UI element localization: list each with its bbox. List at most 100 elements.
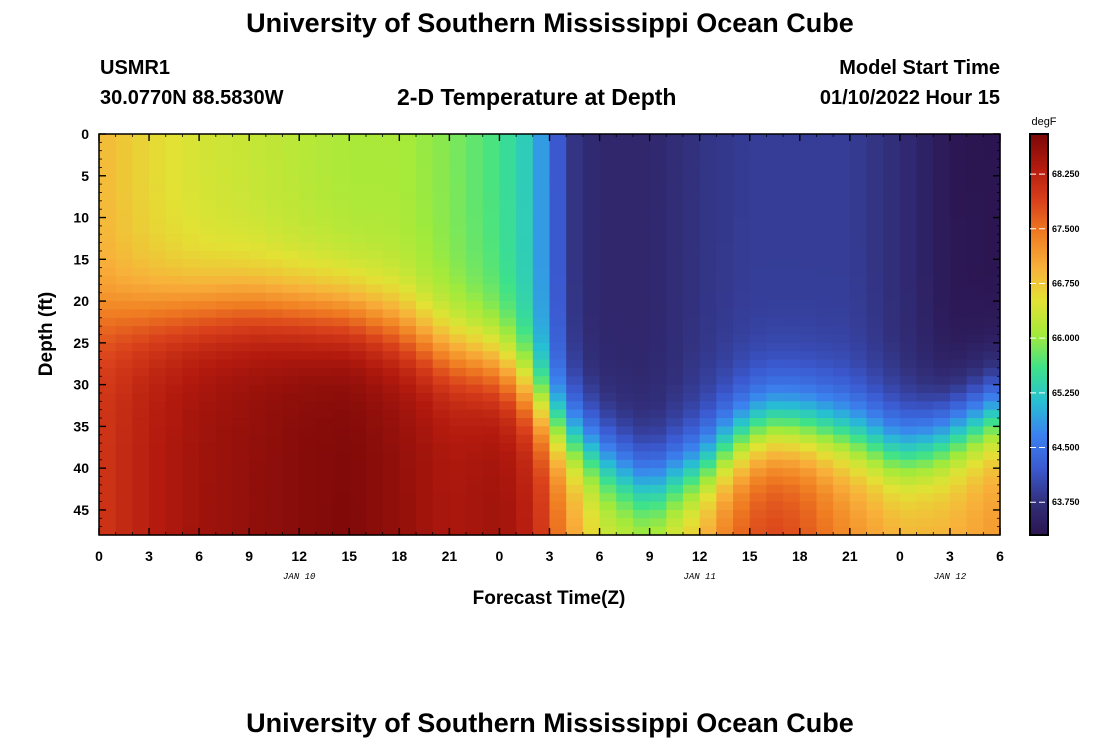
heatmap-cell — [983, 409, 1001, 419]
heatmap-cell — [749, 518, 768, 528]
heatmap-cell — [566, 200, 584, 210]
heatmap-cell — [149, 401, 167, 411]
heatmap-cell — [315, 334, 334, 344]
heatmap-cell — [99, 200, 117, 210]
heatmap-cell — [833, 234, 851, 244]
heatmap-cell — [582, 451, 601, 461]
heatmap-cell — [799, 459, 818, 469]
heatmap-cell — [716, 317, 734, 327]
heatmap-cell — [449, 234, 467, 244]
heatmap-cell — [566, 292, 584, 302]
heatmap-cell — [983, 209, 1001, 219]
heatmap-cell — [949, 443, 968, 453]
heatmap-cell — [532, 451, 551, 461]
y-tick-label: 15 — [73, 251, 89, 267]
heatmap-cell — [766, 200, 784, 210]
heatmap-cell — [799, 334, 818, 344]
heatmap-cell — [666, 426, 684, 436]
heatmap-cell — [649, 225, 667, 235]
heatmap-cell — [899, 284, 918, 294]
heatmap-cell — [315, 426, 334, 436]
heatmap-cell — [499, 142, 517, 152]
heatmap-cell — [916, 292, 934, 302]
heatmap-cell — [365, 443, 384, 453]
heatmap-cell — [833, 250, 851, 260]
heatmap-cell — [115, 134, 133, 143]
heatmap-cell — [466, 459, 484, 469]
heatmap-cell — [466, 526, 484, 536]
heatmap-cell — [182, 334, 200, 344]
heatmap-cell — [265, 276, 284, 285]
heatmap-cell — [649, 284, 667, 294]
heatmap-cell — [432, 376, 450, 386]
heatmap-cell — [115, 259, 133, 269]
heatmap-cell — [833, 376, 851, 386]
heatmap-cell — [916, 225, 934, 235]
heatmap-cell — [899, 476, 918, 486]
heatmap-cell — [749, 526, 768, 536]
heatmap-cell — [766, 284, 784, 294]
heatmap-cell — [966, 175, 984, 185]
heatmap-cell — [382, 451, 400, 461]
heatmap-cell — [766, 526, 784, 536]
heatmap-cell — [849, 451, 868, 461]
heatmap-cell — [816, 418, 834, 427]
heatmap-cell — [632, 367, 651, 377]
heatmap-cell — [165, 225, 184, 235]
heatmap-cell — [532, 309, 551, 319]
x-tick-label: 3 — [145, 548, 153, 564]
heatmap-cell — [766, 367, 784, 377]
heatmap-cell — [315, 250, 334, 260]
heatmap-cell — [699, 159, 717, 169]
heatmap-cell — [349, 468, 367, 478]
heatmap-cell — [115, 326, 133, 336]
heatmap-cell — [532, 526, 551, 536]
heatmap-cell — [365, 217, 384, 227]
heatmap-cell — [783, 376, 801, 386]
heatmap-cell — [432, 384, 450, 394]
heatmap-cell — [899, 159, 918, 169]
heatmap-cell — [649, 301, 667, 311]
heatmap-cell — [783, 267, 801, 277]
heatmap-cell — [482, 359, 501, 369]
heatmap-cell — [382, 443, 400, 453]
heatmap-cell — [682, 359, 701, 369]
heatmap-cell — [783, 234, 801, 244]
heatmap-cell — [399, 342, 417, 352]
heatmap-cell — [899, 309, 918, 319]
heatmap-cell — [416, 284, 434, 294]
heatmap-cell — [949, 234, 968, 244]
heatmap-cell — [449, 384, 467, 394]
heatmap-cell — [816, 292, 834, 302]
heatmap-cell — [332, 351, 350, 361]
heatmap-cell — [399, 150, 417, 160]
heatmap-cell — [199, 142, 217, 152]
heatmap-cell — [899, 468, 918, 478]
heatmap-cell — [749, 451, 768, 461]
heatmap-cell — [349, 392, 367, 402]
heatmap-cell — [416, 459, 434, 469]
heatmap-cell — [933, 418, 951, 427]
heatmap-cell — [532, 434, 551, 444]
heatmap-cell — [199, 276, 217, 285]
heatmap-cell — [949, 526, 968, 536]
heatmap-cell — [899, 409, 918, 419]
heatmap-cell — [249, 476, 267, 486]
heatmap-cell — [115, 459, 133, 469]
heatmap-cell — [883, 359, 901, 369]
heatmap-cell — [916, 484, 934, 494]
heatmap-cell — [799, 326, 818, 336]
heatmap-cell — [966, 326, 984, 336]
heatmap-cell — [416, 184, 434, 194]
heatmap-cell — [182, 434, 200, 444]
heatmap-cell — [733, 418, 751, 427]
heatmap-cell — [666, 234, 684, 244]
heatmap-cell — [582, 501, 601, 511]
heatmap-cell — [682, 309, 701, 319]
heatmap-cell — [783, 167, 801, 177]
heatmap-cell — [365, 134, 384, 143]
heatmap-cell — [749, 401, 768, 411]
heatmap-cell — [165, 192, 184, 202]
heatmap-cell — [99, 217, 117, 227]
heatmap-cell — [282, 443, 300, 453]
